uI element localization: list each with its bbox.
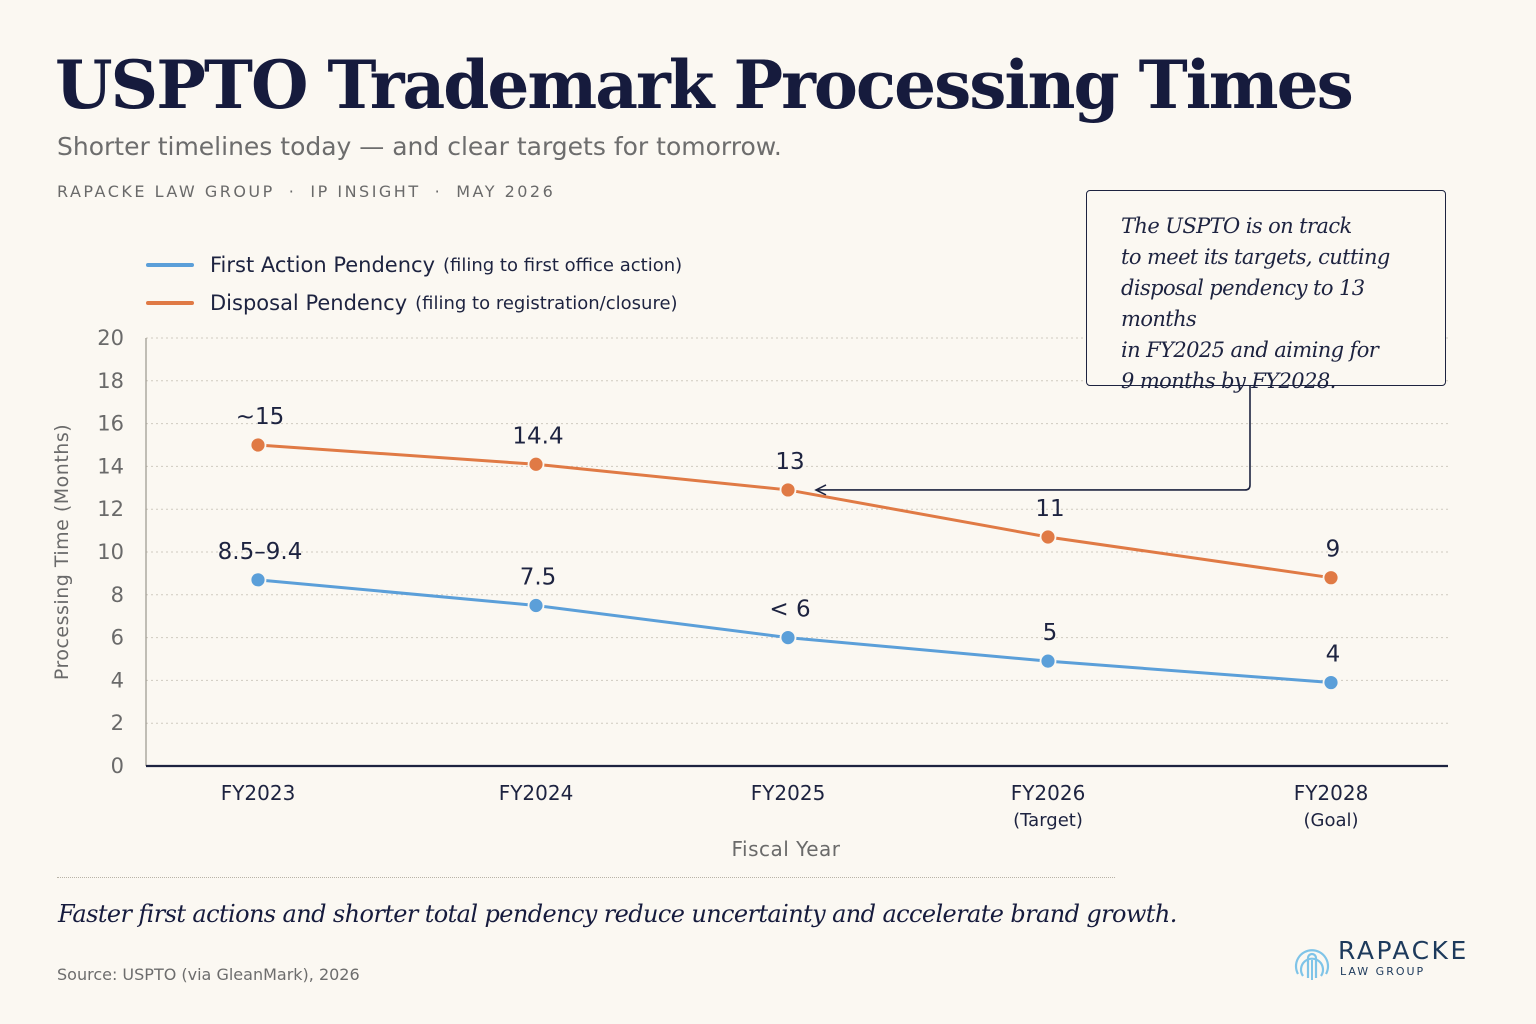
byline-separator: · bbox=[434, 182, 443, 201]
data-point bbox=[1322, 569, 1340, 587]
x-axis-title: Fiscal Year bbox=[731, 837, 840, 861]
footer-tagline: Faster first actions and shorter total p… bbox=[58, 900, 1177, 928]
annotation-callout: The USPTO is on track to meet its target… bbox=[1086, 190, 1446, 393]
data-label: 9 bbox=[1326, 537, 1341, 563]
x-tick-label: FY2025 bbox=[751, 781, 826, 805]
data-label: 8.5–9.4 bbox=[218, 539, 303, 565]
legend-item-first-action: First Action Pendency (filing to first o… bbox=[146, 246, 682, 284]
data-label: 7.5 bbox=[520, 565, 557, 591]
y-tick-label: 10 bbox=[97, 540, 124, 564]
data-point bbox=[527, 597, 545, 614]
data-point bbox=[1039, 652, 1057, 670]
logo-name: RAPACKE bbox=[1338, 936, 1469, 965]
callout-connector bbox=[816, 386, 1251, 491]
byline-publisher: RAPACKE LAW GROUP bbox=[57, 182, 275, 201]
legend-swatch-disposal bbox=[146, 301, 194, 305]
data-point bbox=[779, 629, 797, 646]
y-tick-label: 12 bbox=[97, 497, 124, 521]
legend-swatch-first-action bbox=[146, 263, 194, 267]
x-tick-sublabel: (Target) bbox=[1013, 810, 1083, 831]
byline-separator: · bbox=[288, 182, 297, 201]
byline-series: IP INSIGHT bbox=[310, 182, 421, 201]
x-tick-label: FY2028 bbox=[1294, 781, 1369, 805]
legend-item-disposal: Disposal Pendency (filing to registratio… bbox=[146, 284, 682, 322]
y-tick-label: 16 bbox=[97, 412, 124, 436]
y-tick-label: 2 bbox=[111, 711, 124, 735]
y-tick-label: 14 bbox=[97, 454, 124, 478]
chart-title: USPTO Trademark Processing Times bbox=[55, 46, 1354, 124]
data-point bbox=[1322, 674, 1340, 691]
data-label: < 6 bbox=[769, 597, 810, 623]
data-label: ~15 bbox=[236, 404, 285, 430]
data-label: 5 bbox=[1043, 620, 1058, 646]
data-point bbox=[527, 455, 545, 473]
series-line bbox=[257, 578, 1332, 685]
data-label: 14.4 bbox=[512, 423, 563, 449]
data-label: 11 bbox=[1035, 496, 1064, 522]
x-tick-label: FY2024 bbox=[499, 781, 574, 805]
x-tick-label: FY2026 bbox=[1011, 781, 1086, 805]
y-tick-label: 20 bbox=[97, 326, 124, 350]
x-tick-sublabel: (Goal) bbox=[1303, 810, 1358, 831]
legend-desc-disposal: (filing to registration/closure) bbox=[415, 292, 678, 314]
callout-line: to meet its targets, cutting bbox=[1121, 245, 1390, 269]
chart-legend: First Action Pendency (filing to first o… bbox=[146, 246, 682, 322]
callout-arrowhead bbox=[814, 484, 827, 496]
callout-line: in FY2025 and aiming for bbox=[1121, 338, 1379, 362]
y-tick-label: 4 bbox=[111, 668, 124, 692]
x-tick-label: FY2023 bbox=[221, 781, 296, 805]
data-label: 4 bbox=[1326, 642, 1341, 668]
y-tick-label: 18 bbox=[97, 369, 124, 393]
data-point bbox=[779, 481, 797, 499]
callout-line: disposal pendency to 13 months bbox=[1121, 276, 1365, 331]
legend-label-first-action: First Action Pendency bbox=[210, 253, 435, 277]
footer-divider bbox=[57, 877, 1115, 878]
callout-line: 9 months by FY2028. bbox=[1121, 369, 1336, 393]
byline-date: MAY 2026 bbox=[456, 182, 556, 201]
y-axis-title: Processing Time (Months) bbox=[51, 424, 73, 680]
y-tick-label: 0 bbox=[111, 754, 124, 778]
source-note: Source: USPTO (via GleanMark), 2026 bbox=[57, 965, 360, 984]
logo-subtitle: LAW GROUP bbox=[1340, 965, 1426, 978]
chart-subtitle: Shorter timelines today — and clear targ… bbox=[57, 132, 782, 161]
brand-logo: RAPACKE LAW GROUP bbox=[1290, 934, 1490, 986]
legend-label-disposal: Disposal Pendency bbox=[210, 291, 408, 315]
fingerprint-icon bbox=[1294, 949, 1330, 980]
data-point bbox=[249, 571, 267, 589]
y-tick-label: 6 bbox=[111, 626, 124, 650]
data-point bbox=[249, 436, 267, 454]
legend-desc-first-action: (filing to first office action) bbox=[443, 254, 683, 276]
data-point bbox=[1039, 528, 1057, 546]
callout-line: The USPTO is on track bbox=[1121, 214, 1352, 238]
byline: RAPACKE LAW GROUP · IP INSIGHT · MAY 2026 bbox=[57, 182, 555, 201]
data-label: 13 bbox=[775, 449, 804, 475]
y-tick-label: 8 bbox=[111, 583, 124, 607]
